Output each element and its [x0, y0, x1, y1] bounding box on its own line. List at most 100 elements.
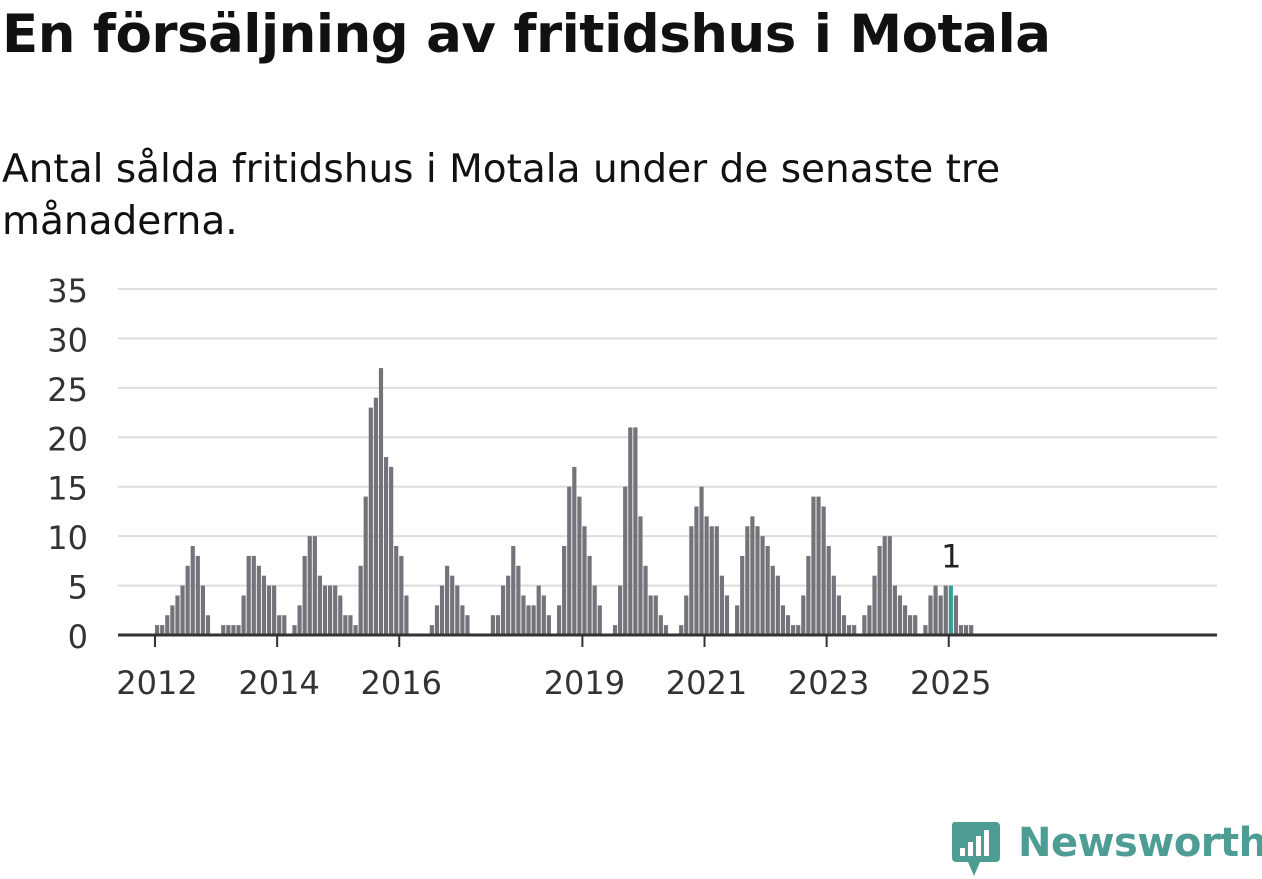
y-axis-tick-labels: 0 5 10 15 20 25 30 35: [47, 272, 88, 656]
bar: [750, 516, 755, 635]
bar: [638, 516, 643, 635]
bar: [343, 615, 348, 635]
bar: [775, 575, 780, 635]
bar: [699, 486, 704, 635]
bar: [689, 526, 694, 635]
x-axis-tick-labels: 2012 2014 2016 2019 2021 2023 2025: [116, 635, 991, 700]
bar: [745, 526, 750, 635]
bar: [653, 595, 658, 635]
bar: [358, 565, 363, 635]
bar: [338, 595, 343, 635]
bar: [511, 546, 516, 635]
bar: [541, 595, 546, 635]
bar: [155, 625, 160, 635]
bar: [272, 585, 277, 635]
bar: [221, 625, 226, 635]
bar: [399, 555, 404, 635]
bar: [877, 546, 882, 635]
x-tick-label: 2025: [910, 664, 991, 700]
bar: [724, 595, 730, 635]
x-tick-label: 2016: [361, 664, 442, 700]
bar: [175, 595, 180, 635]
bar: [277, 615, 282, 635]
bar: [643, 565, 648, 635]
bar: [531, 605, 536, 635]
bar: [811, 496, 816, 635]
bar: [628, 427, 633, 635]
bar: [404, 595, 409, 635]
bar: [846, 625, 852, 635]
bar: [292, 625, 297, 635]
bar: [506, 575, 511, 635]
bar: [389, 466, 394, 635]
y-tick-label: 0: [68, 618, 88, 656]
bar: [719, 575, 724, 635]
annotations: 1: [941, 538, 961, 576]
bar: [317, 575, 323, 635]
bar: [322, 585, 328, 635]
bar: [694, 506, 699, 635]
x-tick-label: 2019: [544, 664, 625, 700]
bar: [755, 526, 760, 635]
bar: [434, 605, 440, 635]
bar: [226, 625, 231, 635]
chart-subtitle: Antal sålda fritidshus i Motala under de…: [2, 147, 1001, 244]
bar: [231, 625, 236, 635]
bar: [587, 555, 592, 635]
bar: [536, 585, 541, 635]
y-tick-label: 10: [47, 519, 88, 557]
bar: [938, 595, 943, 635]
bar: [577, 496, 582, 635]
bar: [521, 595, 526, 635]
grid-lines: [118, 288, 1217, 587]
bar: [567, 486, 572, 635]
y-tick-label: 15: [47, 470, 88, 508]
bar: [836, 595, 841, 635]
chart-title: En försäljning av fritidshus i Motala: [2, 4, 1051, 65]
bar: [658, 615, 663, 635]
bar: [735, 605, 740, 635]
bar: [953, 595, 959, 635]
bar: [205, 615, 211, 635]
bar: [465, 615, 470, 635]
bar: [933, 585, 938, 635]
bar: [862, 615, 867, 635]
bar: [429, 625, 434, 635]
bar: [501, 585, 506, 635]
bar: [256, 565, 261, 635]
bar: [902, 605, 908, 635]
bar: [897, 595, 903, 635]
bar: [816, 496, 821, 635]
bar: [282, 615, 287, 635]
y-tick-label: 20: [47, 420, 88, 458]
bar: [328, 585, 333, 635]
bar: [195, 555, 200, 635]
bar: [908, 615, 913, 635]
bar: [709, 526, 714, 635]
bar: [760, 536, 765, 635]
bar: [597, 605, 602, 635]
bar: [526, 605, 531, 635]
bar: [928, 595, 933, 635]
y-tick-label: 5: [68, 569, 88, 607]
bar: [302, 555, 307, 635]
bar: [562, 546, 567, 635]
bar: [363, 496, 368, 635]
bar: [490, 615, 496, 635]
bar: [185, 565, 190, 635]
bar: [852, 625, 857, 635]
bar: [180, 585, 185, 635]
bar: [714, 526, 719, 635]
bar: [333, 585, 338, 635]
y-tick-label: 35: [47, 272, 88, 310]
bar: [546, 615, 551, 635]
bar: [261, 575, 267, 635]
bar: [200, 585, 205, 635]
bar: [368, 407, 373, 635]
bar: [882, 536, 887, 635]
bar: [831, 575, 836, 635]
bar: [943, 585, 948, 635]
bar: [780, 605, 786, 635]
bar: [765, 546, 770, 635]
bar: [236, 625, 241, 635]
